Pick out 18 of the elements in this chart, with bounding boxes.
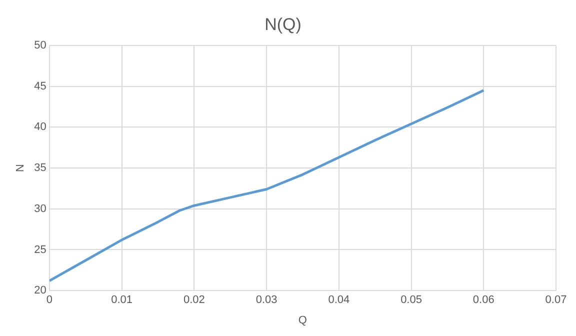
y-tick-label: 25 [34, 244, 46, 256]
y-tick-label: 50 [34, 39, 46, 52]
chart-title: N(Q) [264, 14, 302, 34]
x-tick-label: 0.04 [328, 294, 350, 306]
x-tick-label: 0.06 [472, 294, 494, 306]
x-tick-label: 0 [46, 294, 52, 306]
x-tick-label: 0.07 [545, 294, 567, 306]
x-tick-label: 0.03 [256, 294, 278, 306]
y-tick-label: 20 [34, 284, 46, 297]
y-tick-label: 35 [34, 162, 46, 174]
y-tick-label: 30 [34, 202, 46, 215]
y-tick-label: 45 [34, 80, 46, 92]
x-tick-label: 0.01 [111, 294, 133, 306]
y-axis-title: N [14, 164, 27, 172]
x-axis-title: Q [298, 314, 308, 326]
y-tick-label: 40 [34, 121, 46, 134]
x-tick-label: 0.05 [400, 294, 422, 306]
x-tick-label: 0.02 [183, 294, 205, 306]
